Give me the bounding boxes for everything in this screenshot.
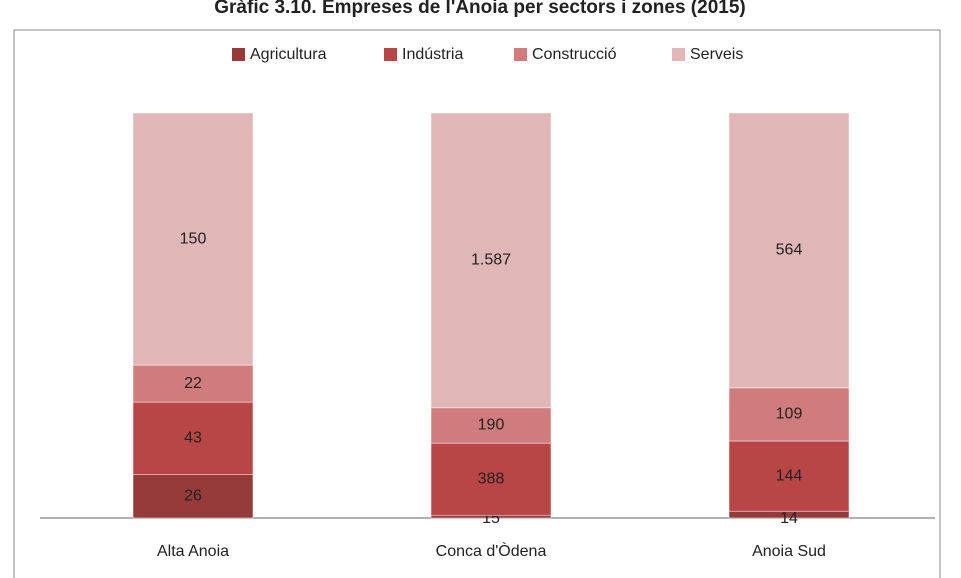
bar-segment	[728, 112, 850, 389]
bar-segment	[430, 407, 552, 444]
data-label: 109	[776, 406, 803, 423]
data-label: 150	[180, 230, 207, 247]
bar-segment	[132, 401, 254, 475]
data-label: 1.587	[471, 252, 511, 269]
bar-segment	[430, 442, 552, 516]
legend-swatch	[384, 48, 397, 61]
legend-swatch	[232, 48, 245, 61]
data-label: 22	[184, 375, 202, 392]
bar-segment	[728, 440, 850, 512]
legend-label: Agricultura	[250, 46, 327, 63]
x-tick-label: Alta Anoia	[157, 543, 229, 560]
chart-title: Gràfic 3.10. Empreses de l'Anoia per sec…	[214, 0, 745, 18]
x-tick-label: Conca d'Òdena	[436, 541, 547, 560]
bar-segment	[430, 112, 552, 409]
chart-frame	[13, 29, 941, 578]
legend-label: Indústria	[402, 46, 463, 63]
legend-swatch	[672, 48, 685, 61]
bar-segment	[132, 364, 254, 403]
legend-label: Construcció	[532, 46, 617, 63]
data-label: 190	[478, 417, 505, 434]
legend-swatch	[514, 48, 527, 61]
data-label: 144	[776, 467, 803, 484]
x-tick-label: Anoia Sud	[752, 543, 826, 560]
bar-segment	[132, 112, 254, 366]
data-label: 14	[780, 510, 798, 527]
data-label: 388	[478, 470, 505, 487]
legend-label: Serveis	[690, 46, 743, 63]
data-label: 43	[184, 429, 202, 446]
bar-segment	[728, 387, 850, 442]
data-label: 564	[776, 242, 803, 259]
data-label: 26	[184, 487, 202, 504]
bar-segment	[132, 474, 254, 519]
